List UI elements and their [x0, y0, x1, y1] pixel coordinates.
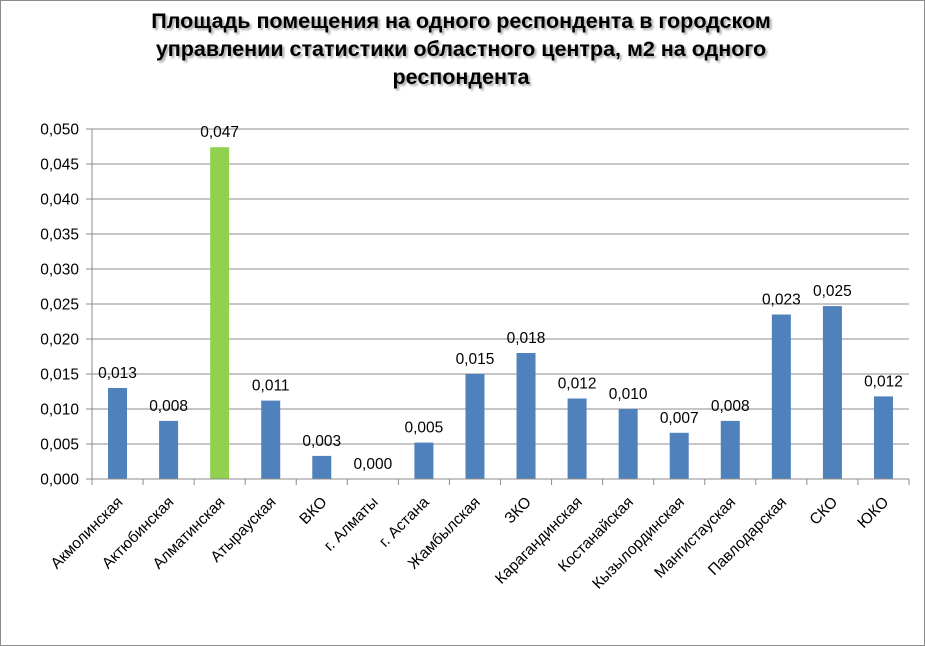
data-label: 0,013: [98, 365, 137, 382]
axes: [91, 129, 910, 485]
bar: [261, 400, 281, 479]
category-label: ЗКО: [501, 494, 534, 527]
bar: [414, 442, 434, 479]
data-label: 0,005: [405, 420, 444, 437]
y-tick-label: 0,000: [40, 472, 79, 489]
chart-title-line-2: управлении статистики областного центра,…: [155, 37, 767, 61]
bar: [771, 314, 791, 479]
chart-title-line-1: Площадь помещения на одного респондента …: [151, 9, 771, 33]
bar: [465, 374, 485, 479]
bar: [516, 353, 536, 479]
y-tick-label: 0,025: [40, 297, 79, 314]
category-label: г. Алматы: [321, 494, 382, 555]
y-axis-tick-labels: 0,000 0,005 0,010 0,015 0,020 0,025 0,030 0,035…: [40, 122, 79, 489]
chart-title-line-3: респондента: [392, 65, 530, 89]
data-label: 0,023: [762, 292, 801, 309]
y-tick-label: 0,030: [40, 262, 79, 279]
category-label: Кызылординская: [589, 494, 688, 593]
bar: [873, 396, 893, 479]
y-tick-label: 0,050: [40, 122, 79, 139]
category-labels: АкмолинскаяАктюбинскаяАлматинскаяАтыраус…: [48, 494, 893, 593]
bar: [720, 420, 740, 479]
data-label: 0,000: [353, 456, 392, 473]
data-label: 0,018: [507, 330, 546, 347]
bar: [618, 409, 638, 479]
data-label: 0,003: [302, 433, 341, 450]
y-tick-label: 0,035: [40, 227, 79, 244]
chart-title: Площадь помещения на одного респондента …: [61, 7, 861, 91]
y-tick-label: 0,005: [40, 437, 79, 454]
bar: [210, 147, 230, 479]
bar: [822, 306, 842, 479]
y-tick-label: 0,040: [40, 192, 79, 209]
data-label: 0,008: [149, 398, 188, 415]
data-label: 0,011: [252, 378, 290, 395]
bar: [159, 420, 179, 479]
category-label: ВКО: [296, 494, 330, 528]
y-tick-label: 0,045: [40, 157, 79, 174]
data-labels: 0,013 0,008 0,047 0,011 0,003 0,000 0,005 0,015…: [98, 124, 903, 473]
data-label: 0,008: [711, 398, 750, 415]
category-label: Карагандинская: [492, 494, 586, 588]
data-label: 0,015: [456, 351, 495, 368]
category-label: СКО: [807, 494, 842, 529]
y-tick-label: 0,015: [40, 367, 79, 384]
y-tick-label: 0,010: [40, 402, 79, 419]
data-label: 0,010: [609, 386, 648, 403]
data-label: 0,047: [200, 124, 239, 141]
data-label: 0,012: [558, 376, 597, 393]
data-label: 0,025: [813, 283, 852, 300]
category-label: ЮКО: [854, 494, 892, 532]
bars: [108, 147, 893, 479]
bar: [669, 432, 689, 479]
data-label: 0,007: [660, 410, 699, 427]
bar: [567, 398, 587, 479]
data-label: 0,012: [864, 373, 903, 390]
y-tick-label: 0,020: [40, 332, 79, 349]
bar: [108, 388, 128, 479]
bar: [312, 455, 332, 479]
